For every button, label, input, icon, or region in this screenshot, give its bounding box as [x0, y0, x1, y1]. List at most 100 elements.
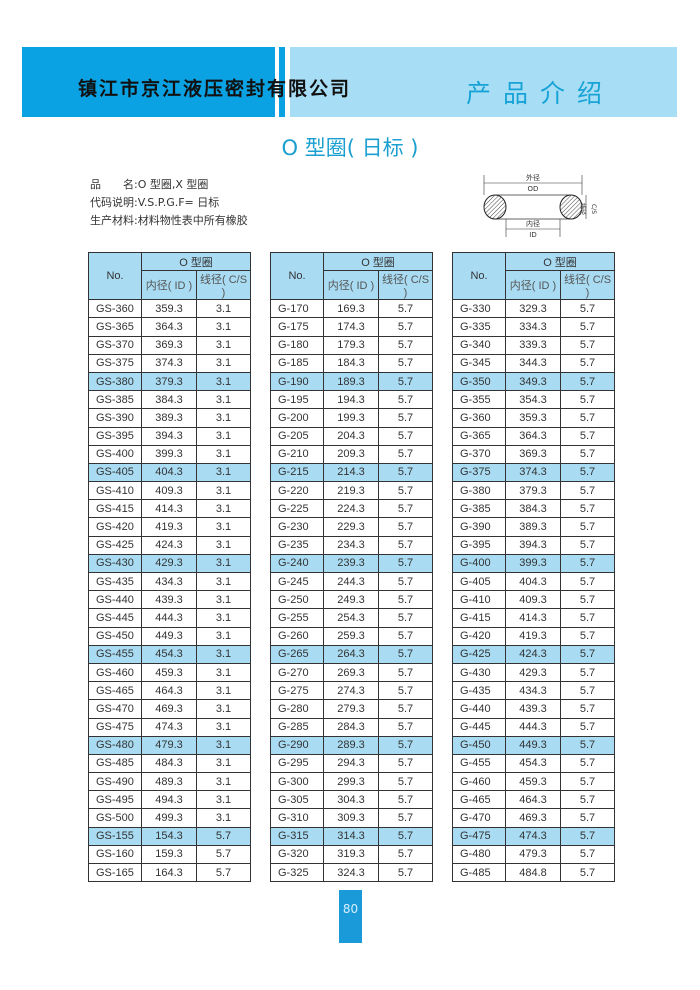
cs-cn-label: 线径: [579, 203, 587, 215]
cell-id: 294.3: [323, 753, 379, 774]
cross-section-right: [559, 194, 583, 220]
cell-cs: 5.7: [560, 753, 615, 774]
table-row: G-200 199.3 5.7: [270, 408, 433, 428]
cell-cs: 5.7: [560, 299, 615, 319]
cell-id: 379.3: [141, 371, 197, 392]
cell-cs: 5.7: [378, 335, 433, 355]
table-row: GS-415 414.3 3.1: [88, 499, 251, 519]
table-row: G-470 469.3 5.7: [452, 808, 615, 828]
table-row: G-295 294.3 5.7: [270, 753, 433, 774]
cell-id: 324.3: [323, 862, 379, 883]
header-band-light: [290, 47, 677, 117]
cell-no: G-430: [452, 662, 506, 683]
table-row: GS-445 444.3 3.1: [88, 608, 251, 628]
table-row: G-440 439.3 5.7: [452, 699, 615, 719]
table-row: G-400 399.3 5.7: [452, 553, 615, 574]
cell-cs: 5.7: [378, 844, 433, 865]
cell-no: G-230: [270, 517, 324, 537]
cell-no: GS-440: [88, 590, 142, 610]
table-row: G-360 359.3 5.7: [452, 408, 615, 428]
cell-id: 434.3: [141, 571, 197, 592]
table-row: GS-465 464.3 3.1: [88, 681, 251, 701]
table-row: G-190 189.3 5.7: [270, 371, 433, 392]
table-row: GS-155 154.3 5.7: [88, 826, 251, 846]
table-row: G-235 234.3 5.7: [270, 535, 433, 555]
cell-cs: 3.1: [196, 662, 251, 683]
cell-cs: 3.1: [196, 444, 251, 464]
cell-no: G-435: [452, 681, 506, 701]
cell-cs: 3.1: [196, 717, 251, 737]
cell-id: 369.3: [505, 444, 561, 464]
cell-cs: 5.7: [560, 608, 615, 628]
cell-id: 464.3: [505, 790, 561, 810]
cell-id: 254.3: [323, 608, 379, 628]
cell-no: GS-155: [88, 826, 142, 846]
header-cs: 线径( C/S ): [378, 270, 433, 301]
table-row: GS-410 409.3 3.1: [88, 481, 251, 501]
table-header-row: No. O 型圈: [88, 251, 251, 301]
cell-no: G-195: [270, 390, 324, 410]
cell-id: 414.3: [141, 499, 197, 519]
cell-id: 339.3: [505, 335, 561, 355]
cell-id: 409.3: [505, 590, 561, 610]
cell-id: 174.3: [323, 317, 379, 337]
cell-id: 399.3: [505, 553, 561, 574]
cell-no: G-345: [452, 353, 506, 373]
cell-cs: 3.1: [196, 317, 251, 337]
table-row: G-420 419.3 5.7: [452, 626, 615, 646]
cell-id: 484.3: [141, 753, 197, 774]
table-row: G-220 219.3 5.7: [270, 481, 433, 501]
cell-cs: 5.7: [560, 862, 615, 883]
table-row: G-340 339.3 5.7: [452, 335, 615, 355]
cell-id: 459.3: [141, 662, 197, 683]
cell-no: G-420: [452, 626, 506, 646]
table-subheader-row: 内径( ID ) 线径( C/S ): [271, 270, 433, 301]
cell-no: GS-425: [88, 535, 142, 555]
cell-id: 334.3: [505, 317, 561, 337]
cell-no: GS-485: [88, 753, 142, 774]
cell-cs: 5.7: [378, 699, 433, 719]
table-row: G-310 309.3 5.7: [270, 808, 433, 828]
cell-no: G-410: [452, 590, 506, 610]
cell-no: G-440: [452, 699, 506, 719]
cell-cs: 5.7: [560, 462, 615, 483]
table-row: G-180 179.3 5.7: [270, 335, 433, 355]
cell-id: 404.3: [141, 462, 197, 483]
cell-no: G-445: [452, 717, 506, 737]
cell-cs: 5.7: [378, 317, 433, 337]
cell-cs: 5.7: [378, 353, 433, 373]
cell-no: G-170: [270, 299, 324, 319]
cell-cs: 5.7: [196, 862, 251, 883]
cell-no: G-475: [452, 826, 506, 846]
table-row: GS-395 394.3 3.1: [88, 426, 251, 446]
header-o-ring: O 型圈: [141, 251, 251, 272]
table-row: GS-380 379.3 3.1: [88, 371, 251, 392]
cell-no: GS-435: [88, 571, 142, 592]
cell-no: G-470: [452, 808, 506, 828]
cell-id: 229.3: [323, 517, 379, 537]
cell-cs: 3.1: [196, 608, 251, 628]
cell-id: 409.3: [141, 481, 197, 501]
table-row: G-395 394.3 5.7: [452, 535, 615, 555]
cell-cs: 5.7: [560, 571, 615, 592]
cell-id: 499.3: [141, 808, 197, 828]
table-row: G-465 464.3 5.7: [452, 790, 615, 810]
cell-id: 289.3: [323, 735, 379, 755]
cell-cs: 5.7: [378, 753, 433, 774]
cell-cs: 5.7: [378, 299, 433, 319]
cell-id: 384.3: [505, 499, 561, 519]
table-row: G-450 449.3 5.7: [452, 735, 615, 755]
cell-cs: 5.7: [560, 644, 615, 664]
cell-cs: 5.7: [378, 426, 433, 446]
cell-id: 369.3: [141, 335, 197, 355]
table-row: G-390 389.3 5.7: [452, 517, 615, 537]
table-row: G-290 289.3 5.7: [270, 735, 433, 755]
cell-id: 394.3: [505, 535, 561, 555]
table-row: G-225 224.3 5.7: [270, 499, 433, 519]
cell-cs: 5.7: [378, 862, 433, 883]
table-row: G-335 334.3 5.7: [452, 317, 615, 337]
cell-id: 244.3: [323, 571, 379, 592]
cell-id: 484.8: [505, 862, 561, 883]
table-row: GS-450 449.3 3.1: [88, 626, 251, 646]
